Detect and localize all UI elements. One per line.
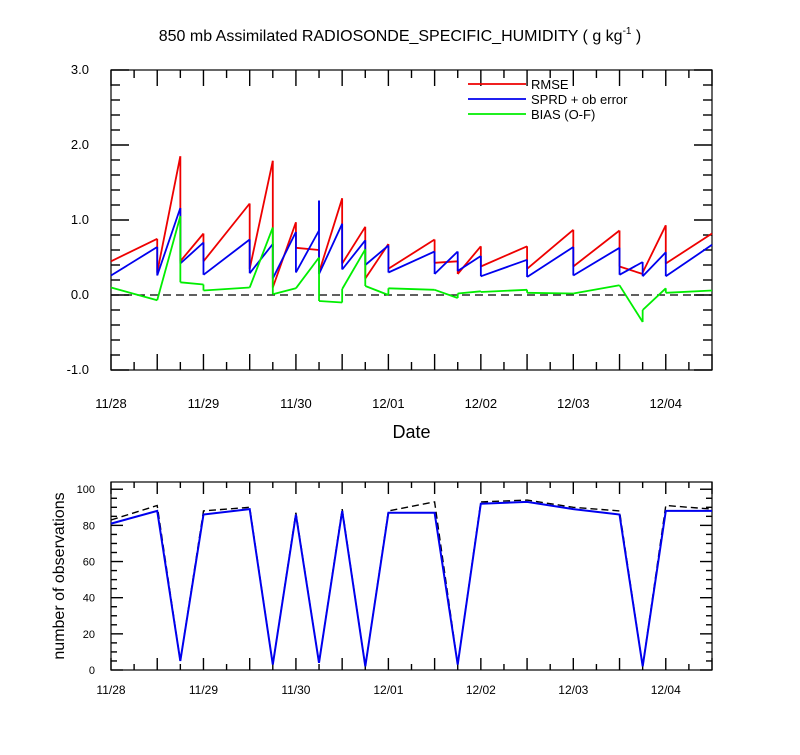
top-y-tick-label: 3.0: [71, 62, 89, 77]
bottom-plot-panel: 11/28 11/29 11/30 12/01 12/02 12/03 12/04 0 20 40…: [51, 481, 713, 697]
series-bias-segment: [156, 216, 182, 301]
series-sprd-segment: [110, 246, 158, 277]
series-rmse-segment: [318, 198, 344, 273]
top-x-tick-label: 11/30: [280, 396, 312, 411]
bottom-x-tick-label: 12/02: [466, 683, 496, 697]
series-rmse: [110, 156, 713, 288]
chart-title-end: ): [631, 28, 641, 45]
top-y-tick-label: 2.0: [71, 137, 89, 152]
series-sprd-segment: [480, 258, 528, 278]
series-bias: [110, 216, 713, 323]
bottom-plot-frame: [110, 481, 713, 671]
series-bias-segment: [341, 248, 367, 290]
series-bias-segment: [295, 256, 320, 289]
series-bias-segment: [665, 289, 713, 294]
series-sprd-segment: [156, 207, 182, 276]
series-sprd-segment: [318, 223, 344, 275]
bottom-x-tick-label: 11/29: [189, 683, 218, 697]
series-bias-segment: [203, 286, 250, 292]
series-sprd-segment: [619, 261, 644, 276]
series-sprd-segment: [202, 238, 251, 276]
series-rmse-segment: [480, 245, 528, 268]
series-sprd-segment: [341, 239, 367, 271]
chart-title-superscript: -1: [623, 26, 632, 37]
series-bias-segment: [272, 287, 297, 296]
top-plot-panel: 11/28 11/29 11/30 12/01 12/02 12/03 12/04 -1.0 0…: [67, 62, 713, 442]
top-x-tick-label: 11/28: [95, 396, 127, 411]
series-bias-segment: [318, 300, 343, 304]
bottom-x-tick-label: 11/30: [281, 683, 310, 697]
bottom-y-tick-label: 60: [83, 557, 95, 569]
series-bias-segment: [248, 227, 274, 288]
series-sprd-segment: [642, 251, 667, 277]
series-possible-observations: [110, 499, 713, 667]
top-y-tick-label: -1.0: [67, 362, 89, 377]
series-rmse-segment: [110, 237, 158, 263]
series-rmse-segment: [457, 245, 482, 275]
legend-label-sprd: SPRD + ob error: [531, 92, 628, 107]
series-rmse-segment: [179, 232, 205, 262]
bottom-x-tick-label: 12/03: [558, 683, 588, 697]
top-chart-title: 850 mb Assimilated RADIOSONDE_SPECIFIC_H…: [159, 26, 642, 45]
bottom-y-tick-label: 100: [77, 484, 95, 496]
series-sprd-segment: [665, 244, 713, 278]
top-x-tick-label: 12/03: [557, 396, 590, 411]
top-x-tick-label: 12/02: [465, 396, 498, 411]
bottom-x-tick-label: 12/01: [373, 683, 403, 697]
bottom-x-tick-label: 11/28: [96, 683, 125, 697]
series-bias-segment: [573, 284, 620, 295]
series-sprd-segment: [388, 250, 435, 274]
series-rmse-segment: [572, 229, 621, 268]
series-rmse-segment: [341, 226, 367, 264]
series-bias-segment: [618, 284, 644, 323]
series-rmse-segment: [619, 265, 643, 275]
legend-label-bias: BIAS (O-F): [531, 107, 595, 122]
series-bias-segment: [180, 281, 204, 286]
series-sprd-segment: [364, 244, 389, 266]
bottom-y-tick-label: 40: [83, 593, 95, 605]
chart-title: 850 mb Assimilated RADIOSONDE_SPECIFIC_H…: [159, 26, 642, 45]
series-sprd-segment: [271, 231, 297, 279]
series-bias-segment: [457, 290, 481, 295]
top-x-axis-title: Date: [392, 422, 430, 442]
series-sprd-segment: [295, 230, 320, 273]
bottom-x-tick-label: 12/04: [651, 683, 681, 697]
top-x-tick-label: 12/04: [649, 396, 682, 411]
series-rmse-segment: [665, 232, 713, 265]
series-rmse-segment: [641, 224, 667, 273]
top-x-tick-label: 12/01: [372, 396, 405, 411]
top-y-tick-label: 0.0: [71, 287, 89, 302]
series-bias-segment: [434, 288, 459, 299]
series-sprd-segment: [572, 247, 620, 277]
bottom-y-axis-title: number of observations: [51, 492, 68, 659]
series-bias-segment: [364, 285, 389, 296]
series-bias-segment: [642, 287, 667, 311]
series-sprd-segment: [433, 250, 459, 275]
bottom-y-tick-label: 20: [83, 629, 95, 641]
bottom-y-tick-label: 80: [83, 520, 95, 532]
series-rmse-segment: [387, 238, 436, 270]
series-bias-segment: [480, 288, 528, 293]
series-rmse-segment: [202, 202, 251, 262]
series-rmse-segment: [156, 156, 182, 273]
series-rmse-segment: [248, 160, 274, 269]
top-plot-frame: [110, 69, 713, 371]
legend-label-rmse: RMSE: [531, 77, 569, 92]
series-sprd-segment: [457, 255, 482, 272]
series-used-observations: [110, 500, 712, 667]
bottom-y-tick-label: 0: [89, 665, 95, 677]
top-y-tick-label: 1.0: [71, 212, 89, 227]
series-bias-segment: [527, 291, 574, 295]
series-sprd-segment: [526, 246, 574, 278]
top-x-tick-label: 11/29: [188, 396, 220, 411]
series-sprd-segment: [179, 241, 205, 265]
series-bias-segment: [388, 287, 435, 291]
chart-title-main: 850 mb Assimilated RADIOSONDE_SPECIFIC_H…: [159, 28, 623, 45]
series-rmse-segment: [526, 229, 574, 270]
series-rmse-segment: [295, 246, 320, 251]
series-bias-segment: [110, 286, 158, 302]
